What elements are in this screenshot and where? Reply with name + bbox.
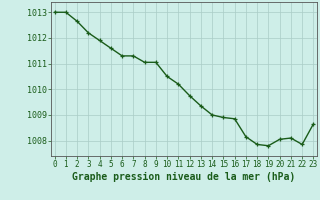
X-axis label: Graphe pression niveau de la mer (hPa): Graphe pression niveau de la mer (hPa) [72,172,296,182]
